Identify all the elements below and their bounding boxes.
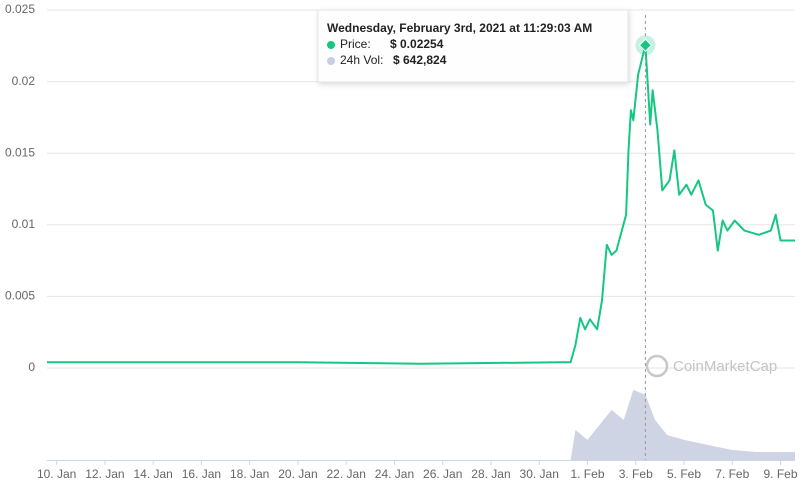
- plot: [47, 44, 795, 460]
- x-tick-label: 18. Jan: [230, 467, 269, 481]
- tooltip-price-name: Price:: [340, 37, 371, 51]
- x-tick-label: 20. Jan: [278, 467, 317, 481]
- y-tick-label: 0.005: [5, 289, 35, 303]
- x-tick-label: 1. Feb: [570, 467, 604, 481]
- x-tick-label: 30. Jan: [520, 467, 559, 481]
- x-tick-label: 9. Feb: [764, 467, 798, 481]
- x-tick-label: 16. Jan: [182, 467, 221, 481]
- y-tick-label: 0.015: [5, 145, 35, 159]
- price-line: [47, 44, 795, 365]
- x-tick-label: 10. Jan: [37, 467, 76, 481]
- overlay: [635, 15, 656, 460]
- tooltip-title: Wednesday, February 3rd, 2021 at 11:29:0…: [327, 21, 592, 35]
- tooltip-price-value: $ 0.02254: [390, 37, 444, 51]
- tooltip-vol-value: $ 642,824: [393, 53, 447, 67]
- x-tick-label: 7. Feb: [715, 467, 749, 481]
- x-tick-label: 3. Feb: [619, 467, 653, 481]
- y-tick-label: 0.025: [5, 2, 35, 16]
- tooltip: Wednesday, February 3rd, 2021 at 11:29:0…: [317, 9, 629, 83]
- x-tick-label: 26. Jan: [423, 467, 462, 481]
- grid: 0 0.005 0.01 0.015 0.02 0.025 10. Jan 12. Jan 14…: [5, 2, 798, 481]
- volume-area: [570, 389, 795, 460]
- x-tick-label: 12. Jan: [85, 467, 124, 481]
- hover-point: [638, 38, 653, 52]
- y-tick-label: 0.02: [12, 74, 36, 88]
- y-tick-label: 0: [28, 360, 35, 374]
- x-tick-label: 14. Jan: [133, 467, 172, 481]
- watermark: CoinMarketCap: [645, 354, 777, 378]
- x-tick-label: 5. Feb: [667, 467, 701, 481]
- x-tick-label: 28. Jan: [471, 467, 510, 481]
- y-tick-label: 0.01: [12, 217, 36, 231]
- watermark-text: CoinMarketCap: [673, 358, 777, 375]
- x-tick-label: 22. Jan: [327, 467, 366, 481]
- x-tick-label: 24. Jan: [375, 467, 414, 481]
- tooltip-vol-name: 24h Vol:: [340, 53, 383, 67]
